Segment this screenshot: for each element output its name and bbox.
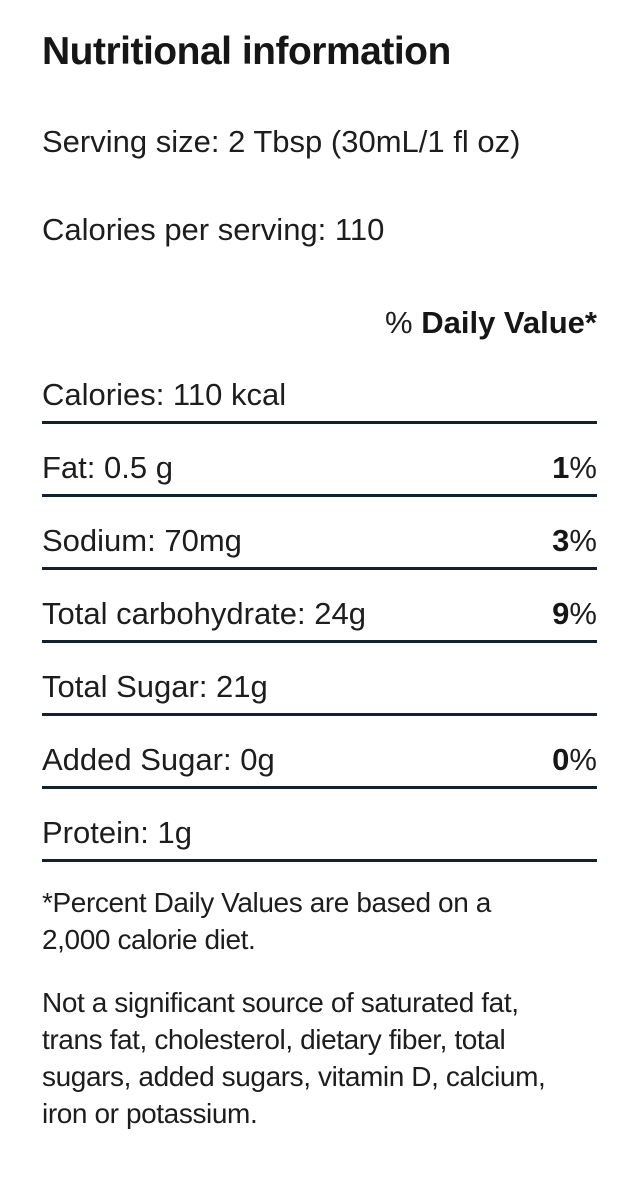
calories-per-serving-text: Calories per serving: 110	[42, 212, 385, 247]
daily-values-footnote: *Percent Daily Values are based on a 2,0…	[42, 887, 491, 955]
row-daily-value: 9%	[552, 594, 597, 634]
row-label: Sodium: 70mg	[42, 523, 242, 558]
row-daily-value-number: 9	[552, 596, 570, 631]
row-label: Added Sugar: 0g	[42, 742, 275, 777]
row-daily-value-percent-sign: %	[569, 742, 597, 777]
row-label: Fat: 0.5 g	[42, 450, 173, 485]
nutrition-table-row: Fat: 0.5 g 1%	[42, 424, 597, 497]
row-label: Protein: 1g	[42, 815, 192, 850]
page-title: Nutritional information	[42, 30, 451, 73]
daily-value-column-header: % Daily Value*	[42, 302, 597, 343]
row-label: Calories: 110 kcal	[42, 377, 287, 412]
nutritional-information-panel: Nutritional information Serving size: 2 …	[0, 28, 640, 1204]
row-daily-value-percent-sign: %	[569, 523, 597, 558]
nutrition-table-row: Sodium: 70mg 3%	[42, 497, 597, 570]
daily-value-header-label: Daily Value*	[421, 305, 597, 340]
nutrition-table-row: Calories: 110 kcal	[42, 343, 597, 424]
row-daily-value: 0%	[552, 740, 597, 780]
row-daily-value: 3%	[552, 521, 597, 561]
nutrition-table-row: Total carbohydrate: 24g 9%	[42, 570, 597, 643]
row-daily-value-number: 3	[552, 523, 570, 558]
row-daily-value-percent-sign: %	[569, 450, 597, 485]
row-daily-value-number: 1	[552, 450, 570, 485]
row-daily-value: 1%	[552, 448, 597, 488]
serving-size-text: Serving size: 2 Tbsp (30mL/1 fl oz)	[42, 124, 521, 159]
daily-value-percent-sign: %	[385, 305, 422, 340]
row-daily-value-percent-sign: %	[569, 596, 597, 631]
nutrition-table: Calories: 110 kcal Fat: 0.5 g 1% Sodium:…	[42, 343, 597, 862]
row-label: Total carbohydrate: 24g	[42, 596, 366, 631]
nutrition-table-row: Total Sugar: 21g	[42, 643, 597, 716]
nutrition-table-row: Added Sugar: 0g 0%	[42, 716, 597, 789]
not-significant-source-footnote: Not a significant source of saturated fa…	[42, 987, 546, 1129]
nutrition-table-row: Protein: 1g	[42, 789, 597, 862]
row-label: Total Sugar: 21g	[42, 669, 268, 704]
row-daily-value-number: 0	[552, 742, 570, 777]
